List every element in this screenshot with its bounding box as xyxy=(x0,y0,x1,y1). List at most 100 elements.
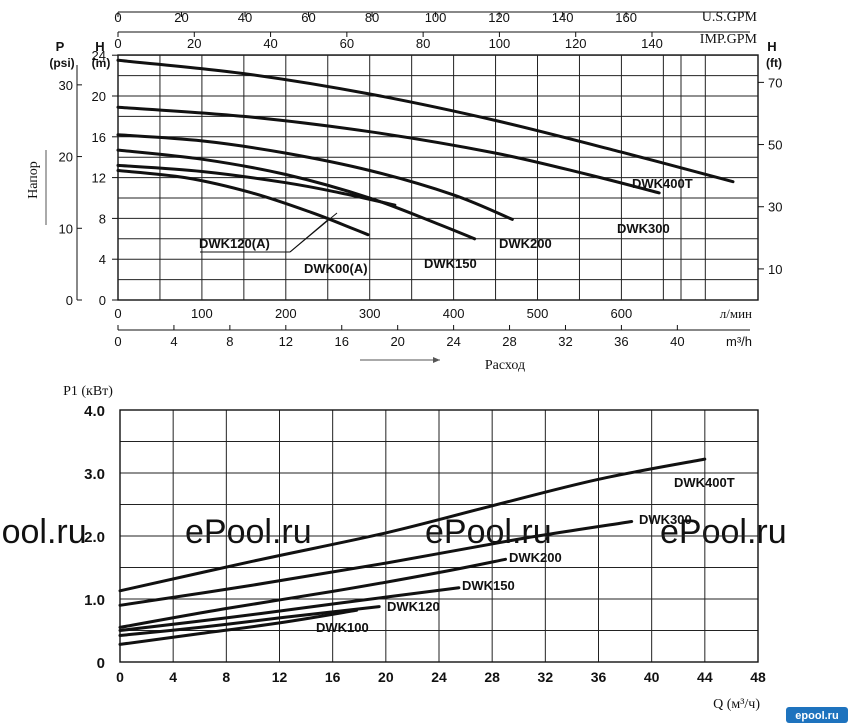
ft-tick-label: 50 xyxy=(768,138,782,153)
power-curve-dwk300 xyxy=(118,520,634,607)
usgpm-label: U.S.GPM xyxy=(702,10,758,25)
m3h-tick-label: 4 xyxy=(170,334,177,349)
impgpm-tick-label: 20 xyxy=(187,36,201,51)
power-curve-dwk100 xyxy=(118,608,359,646)
power-curve-dwk200 xyxy=(118,557,507,629)
ft-tick-label: 70 xyxy=(768,75,782,90)
h-tick-label: 4 xyxy=(99,252,106,267)
m3h-tick-label: 40 xyxy=(670,334,684,349)
lmin-tick-label: 300 xyxy=(359,306,381,321)
m3h-tick-label: 12 xyxy=(279,334,293,349)
power-x-tick-label: 12 xyxy=(272,669,288,685)
lmin-tick-label: 600 xyxy=(611,306,633,321)
lmin-tick-label: 200 xyxy=(275,306,297,321)
m3h-tick-label: 8 xyxy=(226,334,233,349)
power-x-tick-label: 8 xyxy=(222,669,230,685)
logo-text: epool.ru xyxy=(795,710,838,722)
power-y-tick-label: 3.0 xyxy=(84,466,105,483)
head-curve-dwk150 xyxy=(116,148,477,241)
usgpm-tick-label: 100 xyxy=(425,10,447,25)
ft-tick-label: 30 xyxy=(768,200,782,215)
usgpm-tick-label: 60 xyxy=(301,10,315,25)
q-axis-title: Q (м³/ч) xyxy=(713,697,760,712)
psi-tick-label: 0 xyxy=(66,293,73,308)
power-x-tick-label: 32 xyxy=(538,669,554,685)
hft-unit: (ft) xyxy=(766,56,782,70)
psi-unit: (psi) xyxy=(49,56,74,70)
flow-axis-title: Расход xyxy=(485,358,525,373)
impgpm-tick-label: 40 xyxy=(263,36,277,51)
watermark-text: ePool.ru xyxy=(185,513,312,551)
lmin-tick-label: 500 xyxy=(527,306,549,321)
power-chart-frame xyxy=(119,409,759,663)
ft-tick-label: 10 xyxy=(768,262,782,277)
power-curve-dwk400t xyxy=(118,457,707,593)
usgpm-tick-label: 120 xyxy=(488,10,510,25)
head-axis-title: Напор xyxy=(26,161,41,199)
usgpm-tick-label: 40 xyxy=(238,10,252,25)
head-chart-grid xyxy=(117,54,759,301)
usgpm-tick-label: 140 xyxy=(552,10,574,25)
head-curve-dwk200 xyxy=(116,133,514,221)
power-y-tick-label: 0 xyxy=(97,655,105,672)
power-curve-dwk150 xyxy=(118,586,461,632)
usgpm-tick-label: 20 xyxy=(174,10,188,25)
power-x-tick-label: 20 xyxy=(378,669,394,685)
power-y-tick-label: 1.0 xyxy=(84,592,105,609)
m3h-tick-label: 24 xyxy=(446,334,460,349)
head-curve-label-dwk200: DWK200 xyxy=(499,236,552,251)
h-tick-label: 8 xyxy=(99,211,106,226)
h-label: H xyxy=(95,39,104,54)
head-curve-label-dwk120-a: DWK120(A) xyxy=(199,236,270,251)
usgpm-tick-label: 80 xyxy=(365,10,379,25)
m3h-tick-label: 20 xyxy=(390,334,404,349)
impgpm-tick-label: 100 xyxy=(489,36,511,51)
psi-tick-label: 30 xyxy=(59,78,73,93)
impgpm-tick-label: 140 xyxy=(641,36,663,51)
power-x-tick-label: 16 xyxy=(325,669,341,685)
corner-logo: epool.ru xyxy=(786,707,848,723)
head-curve-dwk00-a xyxy=(116,169,370,237)
m3h-tick-label: 36 xyxy=(614,334,628,349)
leader-line xyxy=(289,217,331,253)
power-y-tick-label: 2.0 xyxy=(84,529,105,546)
impgpm-tick-label: 120 xyxy=(565,36,587,51)
watermark-text: ePool.ru xyxy=(660,513,787,551)
watermark-text: ePool.ru xyxy=(0,513,87,551)
head-curves: DWK400T DWK300 DWK200 DWK150 DWK120(A) DWK00(… xyxy=(116,58,735,276)
power-x-tick-label: 40 xyxy=(644,669,660,685)
h-tick-label: 12 xyxy=(92,171,106,186)
m3h-tick-label: 28 xyxy=(502,334,516,349)
impgpm-tick-label: 0 xyxy=(114,36,121,51)
lmin-label: л/мин xyxy=(720,306,752,321)
power-curve-label-dwk400t: DWK400T xyxy=(674,475,735,490)
m3h-tick-label: 16 xyxy=(335,334,349,349)
lmin-tick-label: 400 xyxy=(443,306,465,321)
power-x-tick-label: 4 xyxy=(169,669,177,685)
head-curve-dwk300 xyxy=(116,105,661,195)
impgpm-label: IMP.GPM xyxy=(700,32,758,47)
h-unit: (m) xyxy=(92,56,111,70)
m3h-label: m³/h xyxy=(726,334,752,349)
impgpm-tick-label: 60 xyxy=(340,36,354,51)
power-curve-label-dwk150: DWK150 xyxy=(462,578,515,593)
h-tick-label: 16 xyxy=(92,130,106,145)
head-curve-dwk120-a xyxy=(116,163,397,207)
head-curve-label-dwk400t: DWK400T xyxy=(632,176,693,191)
head-curve-label-dwk150: DWK150 xyxy=(424,256,477,271)
head-curve-label-dwk300: DWK300 xyxy=(617,221,670,236)
psi-label: P xyxy=(56,39,65,54)
hft-label: H xyxy=(767,39,776,54)
power-x-tick-label: 48 xyxy=(750,669,766,685)
psi-tick-label: 10 xyxy=(59,221,73,236)
head-curve-label-dwk00-a: DWK00(A) xyxy=(304,261,368,276)
usgpm-tick-label: 0 xyxy=(114,10,121,25)
power-x-tick-label: 0 xyxy=(116,669,124,685)
h-tick-label: 0 xyxy=(99,293,106,308)
power-x-tick-label: 44 xyxy=(697,669,713,685)
m3h-tick-label: 32 xyxy=(558,334,572,349)
power-curves: DWK400T DWK300 DWK200 DWK150 DWK120 DWK100 xyxy=(118,457,735,646)
power-curve-label-dwk120: DWK120 xyxy=(387,599,440,614)
